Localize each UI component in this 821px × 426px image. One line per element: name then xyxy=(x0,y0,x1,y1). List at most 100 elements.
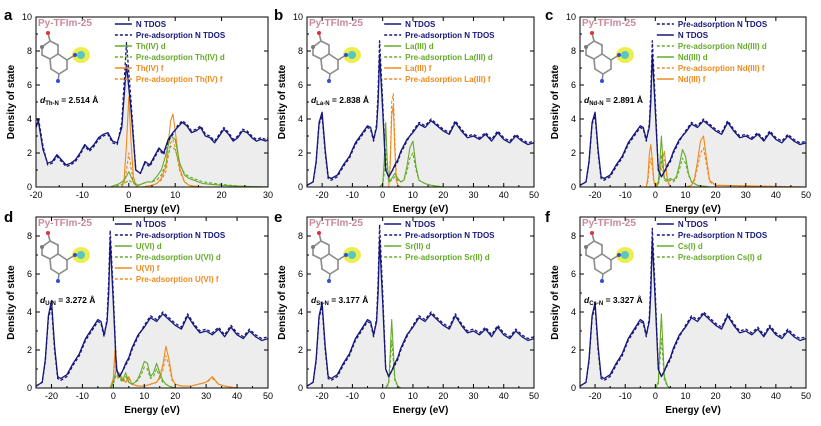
legend-label-m_d: Sr(II) d xyxy=(405,242,430,251)
bond-distance-label: dNd-N = 2.891 Å xyxy=(584,95,643,107)
x-tick-label: -20 xyxy=(29,190,42,200)
molecule-atom xyxy=(317,231,321,235)
y-tick-label: 0 xyxy=(571,383,576,393)
molecule-atom xyxy=(344,253,348,257)
molecule-structure xyxy=(584,231,634,283)
legend-label-n_tdos: N TDOS xyxy=(405,20,436,29)
y-tick-label: 10 xyxy=(293,12,303,22)
molecule-atom xyxy=(311,245,315,249)
molecule-atom xyxy=(344,53,348,57)
x-tick-label: 30 xyxy=(468,190,478,200)
legend-label-n_tdos_pre: Pre-adsorption N TDOS xyxy=(678,20,768,29)
molecule-name-label: Py-TFIm-25 xyxy=(582,218,636,229)
molecule-bond xyxy=(329,68,339,75)
panel-f: f -20 -10 0 10 20 30 40 50 0 2 4 6 8 Energy (eV) Densit… xyxy=(545,209,811,416)
molecule-bond xyxy=(320,253,330,260)
plot-frame xyxy=(35,216,269,389)
legend-label-m_f_pre: Pre-adsorption Nd(III) f xyxy=(678,64,765,73)
molecule-atom xyxy=(617,253,621,257)
molecule-atom xyxy=(600,79,604,83)
x-tick-label: 40 xyxy=(499,190,509,200)
molecule-atom xyxy=(584,245,588,249)
molecule-bond xyxy=(593,253,603,260)
x-tick-label: -20 xyxy=(589,391,602,401)
series-line-n_tdos xyxy=(36,239,268,387)
bond-distance-symbol: d xyxy=(40,95,46,105)
bond-distance-subscript: La-N xyxy=(316,101,329,107)
bond-distance-value: = 3.272 Å xyxy=(56,295,95,305)
y-tick-label: 8 xyxy=(27,231,32,241)
x-tick-label: 10 xyxy=(139,391,149,401)
molecule-atom xyxy=(56,79,60,83)
x-tick-label: -10 xyxy=(619,190,632,200)
molecule-bond xyxy=(50,68,60,75)
legend-label-n_tdos_pre: Pre-adsorption N TDOS xyxy=(678,231,768,240)
molecule-bond xyxy=(320,53,330,60)
x-tick-label: 30 xyxy=(741,391,751,401)
bond-distance-value: = 2.838 Å xyxy=(330,95,369,105)
x-tick-label: 10 xyxy=(408,391,418,401)
molecule-bond xyxy=(50,268,60,275)
x-tick-label: 40 xyxy=(232,391,242,401)
legend-label-m_d: Th(IV) d xyxy=(136,42,166,51)
y-tick-label: 10 xyxy=(22,12,32,22)
molecule-bond xyxy=(49,53,59,60)
x-tick-label: 0 xyxy=(653,190,658,200)
x-axis-title: Energy (eV) xyxy=(393,405,449,416)
molecule-bond xyxy=(593,240,603,246)
legend-label-m_d: Cs(I) d xyxy=(678,242,703,251)
molecule-bond xyxy=(320,40,330,46)
molecule-name-label: Py-TFIm-25 xyxy=(582,18,636,29)
molecule-bond xyxy=(328,253,339,261)
molecule-atom xyxy=(327,279,331,283)
panel-d: d -20 -10 0 10 20 30 40 50 0 2 4 6 8 Energy (eV) Densit… xyxy=(4,209,273,416)
bond-distance-label: dCs-N = 3.327 Å xyxy=(584,295,643,307)
x-tick-label: -10 xyxy=(76,190,89,200)
x-tick-label: 30 xyxy=(741,190,751,200)
series-line-m_d xyxy=(580,135,806,187)
y-tick-label: 0 xyxy=(298,182,303,192)
y-axis-title: Density of state xyxy=(277,265,288,340)
molecule-name-label: Py-TFIm-25 xyxy=(309,218,363,229)
metal-atom xyxy=(77,251,85,259)
bond-distance-subscript: Sr-N xyxy=(316,301,329,307)
bond-distance-subscript: Th-N xyxy=(45,101,59,107)
x-axis-title: Energy (eV) xyxy=(124,405,180,416)
tdos-shading xyxy=(307,239,534,388)
y-tick-label: 2 xyxy=(571,345,576,355)
bond-distance-value: = 2.514 Å xyxy=(59,95,98,105)
x-tick-label: 20 xyxy=(170,391,180,401)
bond-distance-symbol: d xyxy=(40,295,46,305)
y-tick-label: 8 xyxy=(571,46,576,56)
y-tick-label: 2 xyxy=(27,148,32,158)
molecule-bond xyxy=(58,268,68,275)
x-tick-label: -20 xyxy=(316,391,329,401)
series-line-m_f xyxy=(36,96,268,187)
molecule-bond xyxy=(593,40,603,46)
molecule-bond xyxy=(321,268,331,275)
series-line-n_tdos_pre xyxy=(580,227,806,387)
molecule-bond xyxy=(593,258,596,270)
series-line-n_tdos xyxy=(36,63,268,175)
y-tick-label: 4 xyxy=(27,307,32,317)
bond-distance-label: dTh-N = 2.514 Å xyxy=(40,95,98,107)
panel-letter: e xyxy=(274,209,282,226)
legend-label-m_d_pre: Pre-adsorption Cs(I) d xyxy=(678,253,762,262)
legend-label-n_tdos_pre: Pre-adsorption N TDOS xyxy=(136,231,226,240)
y-tick-label: 8 xyxy=(27,46,32,56)
y-axis-title: Density of state xyxy=(277,64,288,139)
molecule-bond xyxy=(320,240,330,246)
legend: N TDOS Pre-adsorption N TDOS La(III) d Pre-… xyxy=(384,20,495,84)
series-line-n_tdos_pre xyxy=(36,41,268,175)
molecule-bond xyxy=(320,258,323,270)
molecule-bond xyxy=(321,68,331,75)
molecule-bond xyxy=(312,54,322,60)
y-tick-label: 4 xyxy=(571,307,576,317)
y-tick-label: 2 xyxy=(571,148,576,158)
legend-label-m_d_pre: Pre-adsorption Nd(III) d xyxy=(678,42,767,51)
y-axis-title: Density of state xyxy=(550,64,561,139)
x-tick-label: -10 xyxy=(346,391,359,401)
legend-label-n_tdos: N TDOS xyxy=(136,220,167,229)
bond-distance-value: = 3.327 Å xyxy=(603,295,642,305)
